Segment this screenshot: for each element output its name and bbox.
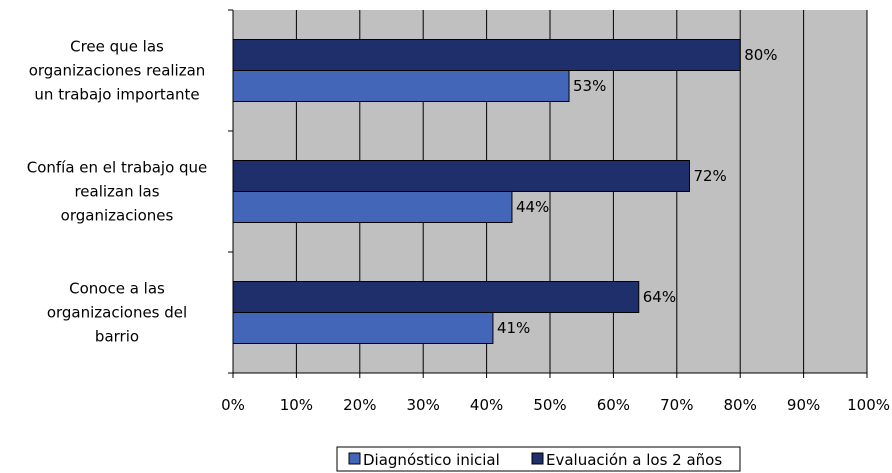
bar	[232, 160, 690, 192]
category-label-line: realizan las	[74, 183, 159, 201]
bar	[232, 281, 640, 313]
category-label: Conoce a las organizaciones del barrio	[47, 280, 187, 346]
category-label-line: un trabajo importante	[34, 86, 199, 104]
x-tick-label: 50%	[533, 396, 566, 414]
x-tick-labels: 0% 10% 20% 30% 40% 50% 60% 70% 80% 90% 100%	[221, 396, 890, 414]
category-label-line: barrio	[95, 328, 139, 346]
x-tick-label: 30%	[407, 396, 440, 414]
legend-label-diagnostico: Diagnóstico inicial	[363, 451, 500, 469]
data-labels: 80% 53% 72% 44% 64% 41%	[497, 46, 778, 337]
legend-label-evaluacion: Evaluación a los 2 años	[546, 451, 722, 469]
data-label: 44%	[516, 198, 549, 216]
category-label-line: Cree que las	[70, 38, 164, 56]
category-labels: Cree que las organizaciones realizan un tr…	[27, 38, 208, 346]
x-tick-label: 100%	[847, 396, 890, 414]
data-label: 72%	[693, 167, 726, 185]
legend: Diagnóstico inicial Evaluación a los 2 a…	[336, 446, 741, 472]
bars	[232, 39, 741, 344]
category-label: Cree que las organizaciones realizan un tr…	[29, 38, 206, 104]
category-label-line: organizaciones del	[47, 304, 187, 322]
data-label: 41%	[497, 319, 530, 337]
data-label: 53%	[573, 77, 606, 95]
x-tick-label: 90%	[787, 396, 820, 414]
x-tick-label: 20%	[343, 396, 376, 414]
bar	[232, 70, 570, 102]
x-tick-label: 40%	[470, 396, 503, 414]
bar	[232, 312, 494, 344]
category-label-line: organizaciones realizan	[29, 62, 206, 80]
category-label-line: Conoce a las	[69, 280, 165, 298]
data-label: 64%	[643, 288, 676, 306]
data-label: 80%	[744, 46, 777, 64]
bar	[232, 191, 513, 223]
category-label-line: Confía en el trabajo que	[27, 159, 208, 177]
legend-swatch-diagnostico	[348, 452, 361, 465]
bar	[232, 39, 741, 71]
legend-box	[336, 446, 741, 472]
x-tick-label: 80%	[724, 396, 757, 414]
x-tick-label: 60%	[597, 396, 630, 414]
x-tick-label: 10%	[280, 396, 313, 414]
legend-swatch-evaluacion	[531, 452, 544, 465]
x-tick-label: 0%	[221, 396, 245, 414]
category-label: Confía en el trabajo que realizan las orga…	[27, 159, 208, 225]
category-label-line: organizaciones	[61, 207, 174, 225]
x-tick-label: 70%	[660, 396, 693, 414]
